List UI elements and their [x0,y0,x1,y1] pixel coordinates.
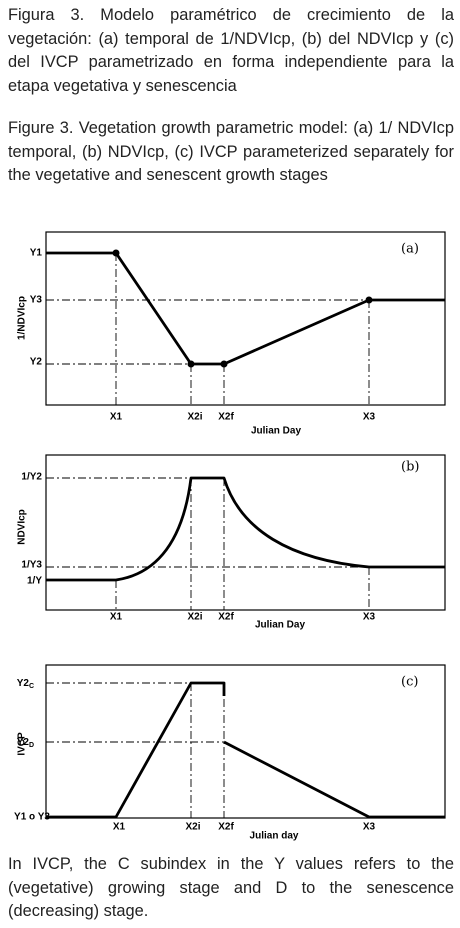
y-tick-label: Y3 [30,295,43,306]
y-tick-label: Y2D [17,737,34,749]
x-tick-label: X2i [185,822,200,833]
x-tick-label: X2f [218,822,234,833]
y-tick-text: Y2 [17,678,30,689]
curve [46,681,445,819]
frame [45,454,446,611]
y-axis-label: 1/NDVIcp [17,296,28,340]
panel-tag: (b) [401,460,419,475]
panel-a: (a) 1/NDVIcp Y1 Y3 Y2 X1 X2i X2f X3 Juli… [17,231,446,437]
y-tick-label: 1/Y2 [21,472,42,483]
guide-lines [46,682,225,818]
panel-c: (c) IVCP Y2C Y2D Y1 o Y3 X1 X2i X2f X3 J… [14,664,446,842]
x-axis-label: Julian day [250,831,299,842]
curve [46,476,445,582]
panel-tag: (a) [401,242,419,257]
x-axis-label: Julian Day [255,620,305,631]
x-tick-label: X3 [363,822,376,833]
caption-spanish: Figura 3. Modelo paramétrico de crecimie… [8,6,454,95]
footnote: In IVCP, the C subindex in the Y values … [8,855,454,920]
y-tick-label: 1/Y3 [21,560,42,571]
x-tick-label: X2f [218,412,234,423]
frame [45,664,446,819]
y-tick-text: Y2 [17,737,30,748]
x-tick-label: X1 [110,612,123,623]
curve [46,251,445,366]
panel-tag: (c) [401,675,418,690]
y-tick-subscript: D [29,742,34,749]
x-tick-label: X2i [187,412,202,423]
x-tick-label: X3 [363,412,376,423]
x-axis-label: Julian Day [251,426,301,437]
guide-lines [46,477,370,610]
x-tick-label: X1 [113,822,126,833]
y-tick-label: Y2 [30,357,43,368]
y-tick-label: Y1 o Y3 [14,812,50,823]
y-tick-label: 1/Y [27,576,42,587]
y-tick-label: Y2C [17,678,34,690]
x-tick-label: X1 [110,412,123,423]
frame [45,231,446,406]
y-tick-subscript: C [29,683,34,690]
x-tick-label: X3 [363,612,376,623]
x-tick-label: X2f [218,612,234,623]
caption-english: Figure 3. Vegetation growth parametric m… [8,119,454,184]
points [112,249,373,368]
y-axis-label: NDVIcp [17,509,28,545]
x-tick-label: X2i [187,612,202,623]
guide-lines [46,253,370,405]
panel-b: (b) NDVIcp 1/Y2 1/Y3 1/Y X1 X2i X2f X3 J… [17,454,446,631]
y-tick-label: Y1 [30,248,43,259]
y-axis-label: IVCP [17,732,28,756]
